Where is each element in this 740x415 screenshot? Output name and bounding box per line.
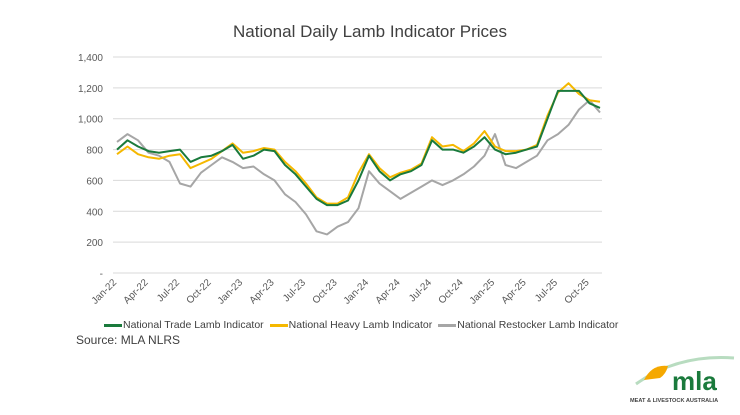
- series-line-1: [116, 82, 601, 205]
- x-tick-label: Jan-22: [90, 277, 120, 307]
- x-tick-label: Apr-25: [500, 277, 529, 306]
- y-tick-label: -: [100, 269, 103, 280]
- y-tick-label: 1,200: [78, 84, 103, 95]
- y-tick-label: 1,400: [78, 53, 103, 64]
- y-tick-label: 600: [86, 176, 103, 187]
- y-tick-label: 200: [86, 238, 103, 249]
- legend-item-restocker: National Restocker Lamb Indicator: [438, 319, 618, 331]
- x-tick-label: Jul-25: [533, 277, 560, 304]
- legend-label: National Restocker Lamb Indicator: [457, 319, 619, 331]
- chart-title: National Daily Lamb Indicator Prices: [232, 22, 507, 41]
- svg-text:mla: mla: [672, 366, 717, 396]
- svg-text:MEAT & LIVESTOCK AUSTRALIA: MEAT & LIVESTOCK AUSTRALIA: [630, 398, 718, 404]
- series-line-0: [116, 89, 601, 207]
- x-tick-label: Jan-24: [342, 277, 372, 307]
- legend-item-trade: National Trade Lamb Indicator: [104, 319, 264, 331]
- line-chart: - 200 400 600 800 1,000 1,200 1,400 Jan-22 Apr-22…: [78, 53, 602, 307]
- mla-logo: mla MEAT & LIVESTOCK AUSTRALIA: [630, 356, 735, 404]
- x-tick-label: Jan-23: [216, 277, 246, 307]
- legend-item-heavy: National Heavy Lamb Indicator: [269, 319, 433, 331]
- x-tick-label: Jul-24: [407, 277, 434, 304]
- legend-label: National Heavy Lamb Indicator: [288, 319, 433, 331]
- legend-label: National Trade Lamb Indicator: [123, 319, 264, 331]
- y-tick-label: 1,000: [78, 115, 103, 126]
- x-tick-label: Oct-24: [437, 277, 466, 306]
- x-tick-label: Jul-23: [281, 277, 308, 304]
- legend: National Trade Lamb Indicator National H…: [104, 319, 618, 331]
- y-tick-label: 400: [86, 207, 103, 218]
- x-tick-label: Apr-24: [374, 277, 403, 306]
- x-tick-label: Jul-22: [155, 277, 182, 304]
- x-tick-label: Jan-25: [468, 277, 498, 307]
- source-note: Source: MLA NLRS: [76, 333, 181, 347]
- x-tick-label: Oct-23: [311, 277, 340, 306]
- x-tick-label: Oct-25: [563, 277, 592, 306]
- x-tick-label: Apr-22: [122, 277, 151, 306]
- y-tick-label: 800: [86, 146, 103, 157]
- x-tick-label: Oct-22: [185, 277, 214, 306]
- x-tick-label: Apr-23: [248, 277, 277, 306]
- series-line-2: [116, 99, 601, 236]
